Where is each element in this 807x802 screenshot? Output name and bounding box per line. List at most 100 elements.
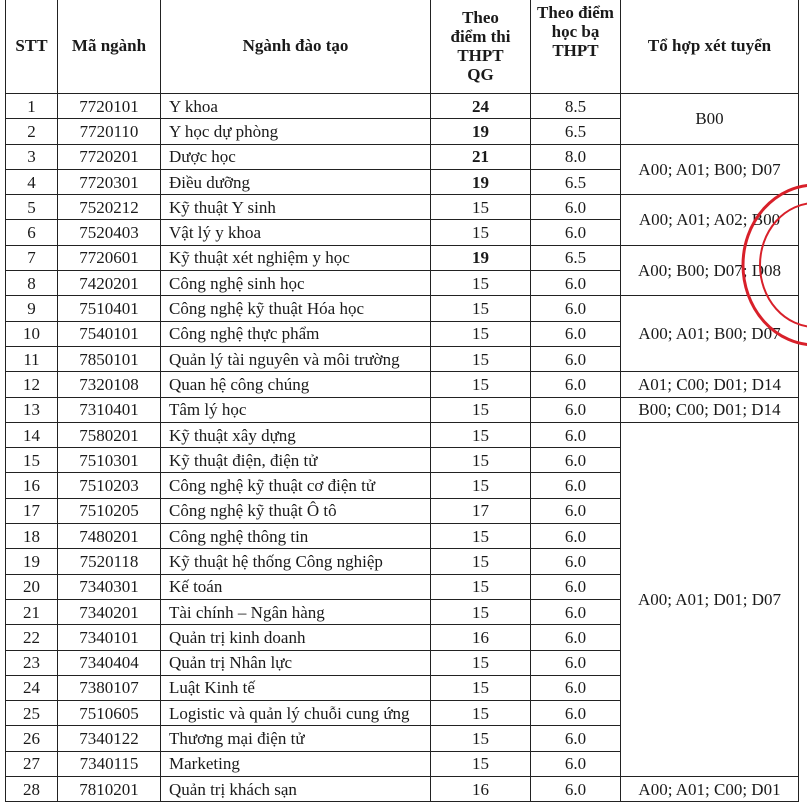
row-combination: A00; B00; D07; D08 xyxy=(620,244,799,297)
row-exam-score: 15 xyxy=(430,219,531,246)
row-combination: A00; A01; B00; D07 xyxy=(620,295,799,373)
row-stt: 14 xyxy=(5,421,58,449)
row-stt: 5 xyxy=(5,194,58,221)
row-major: Kỹ thuật điện, điện tử xyxy=(160,447,431,474)
row-exam-score: 15 xyxy=(430,421,531,449)
row-transcript-score: 6.0 xyxy=(530,371,621,398)
row-transcript-score: 6.0 xyxy=(530,674,621,702)
row-transcript-score: 6.0 xyxy=(530,548,621,575)
row-major: Kế toán xyxy=(160,573,431,600)
row-transcript-score: 6.0 xyxy=(530,497,621,525)
row-code: 7510203 xyxy=(57,472,161,499)
table-row: 18 7480201 Công nghệ thông tin 15 6.0 xyxy=(5,523,799,550)
row-stt: 13 xyxy=(5,396,58,423)
row-major: Logistic và quản lý chuỗi cung ứng xyxy=(160,700,431,727)
table-row: 21 7340201 Tài chính – Ngân hàng 15 6.0 xyxy=(5,598,799,626)
row-exam-score: 21 xyxy=(430,143,531,170)
row-stt: 2 xyxy=(5,118,58,145)
row-code: 7720201 xyxy=(57,143,161,170)
row-major: Công nghệ thực phẩm xyxy=(160,320,431,347)
header-major: Ngành đào tạo xyxy=(160,0,431,94)
row-major: Công nghệ thông tin xyxy=(160,523,431,550)
row-stt: 8 xyxy=(5,270,58,297)
row-code: 7720110 xyxy=(57,118,161,145)
row-transcript-score: 6.0 xyxy=(530,700,621,727)
row-transcript-score: 6.0 xyxy=(530,649,621,676)
row-major: Thương mại điện tử xyxy=(160,725,431,752)
table-row: 24 7380107 Luật Kinh tế 15 6.0 xyxy=(5,674,799,702)
row-code: 7520212 xyxy=(57,194,161,221)
table-body: 1 7720101 Y khoa 24 8.5 B00 2 7720110 Y học dự p… xyxy=(5,92,799,802)
row-major: Điều dưỡng xyxy=(160,168,431,196)
row-code: 7380107 xyxy=(57,674,161,702)
table-row: 12 7320108 Quan hệ công chúng 15 6.0 A01; C00… xyxy=(5,371,799,398)
row-code: 7340404 xyxy=(57,649,161,676)
row-stt: 3 xyxy=(5,143,58,170)
row-code: 7340115 xyxy=(57,750,161,778)
row-exam-score: 15 xyxy=(430,649,531,676)
row-exam-score: 15 xyxy=(430,674,531,702)
row-transcript-score: 6.0 xyxy=(530,447,621,474)
row-major: Quản trị kinh doanh xyxy=(160,624,431,651)
row-combination: B00; C00; D01; D14 xyxy=(620,396,799,423)
row-stt: 21 xyxy=(5,598,58,626)
table-row: 11 7850101 Quản lý tài nguyên và môi trườn… xyxy=(5,345,799,373)
row-stt: 19 xyxy=(5,548,58,575)
row-code: 7520118 xyxy=(57,548,161,575)
row-code: 7340122 xyxy=(57,725,161,752)
row-combination: A00; A01; C00; D01 xyxy=(620,776,799,802)
row-stt: 20 xyxy=(5,573,58,600)
header-row: STT Mã ngành Ngành đào tạo Theo điểm thi… xyxy=(5,0,799,94)
row-stt: 28 xyxy=(5,776,58,802)
table-row: 17 7510205 Công nghệ kỹ thuật Ô tô 17 6.0 xyxy=(5,497,799,525)
row-transcript-score: 6.5 xyxy=(530,244,621,272)
row-transcript-score: 8.5 xyxy=(530,92,621,120)
table-row: 22 7340101 Quản trị kinh doanh 16 6.0 xyxy=(5,624,799,651)
row-code: 7540101 xyxy=(57,320,161,347)
header-combination: Tổ hợp xét tuyển xyxy=(620,0,799,94)
row-stt: 6 xyxy=(5,219,58,246)
row-transcript-score: 6.0 xyxy=(530,776,621,802)
row-major: Quan hệ công chúng xyxy=(160,371,431,398)
row-exam-score: 15 xyxy=(430,523,531,550)
table-row: 27 7340115 Marketing 15 6.0 xyxy=(5,750,799,778)
row-transcript-score: 6.5 xyxy=(530,168,621,196)
row-transcript-score: 6.0 xyxy=(530,750,621,778)
row-major: Dược học xyxy=(160,143,431,170)
row-major: Y khoa xyxy=(160,92,431,120)
row-major: Kỹ thuật Y sinh xyxy=(160,194,431,221)
row-code: 7510401 xyxy=(57,295,161,322)
row-stt: 12 xyxy=(5,371,58,398)
row-code: 7340101 xyxy=(57,624,161,651)
row-exam-score: 15 xyxy=(430,447,531,474)
row-exam-score: 15 xyxy=(430,270,531,297)
row-exam-score: 24 xyxy=(430,92,531,120)
row-combination: A00; A01; D01; D07 xyxy=(620,421,799,778)
row-transcript-score: 6.0 xyxy=(530,472,621,499)
row-exam-score: 16 xyxy=(430,776,531,802)
row-transcript-score: 6.0 xyxy=(530,598,621,626)
row-major: Luật Kinh tế xyxy=(160,674,431,702)
row-exam-score: 15 xyxy=(430,573,531,600)
table-row: 5 7520212 Kỹ thuật Y sinh 15 6.0 A00; A01; A0… xyxy=(5,194,799,246)
table-row: 19 7520118 Kỹ thuật hệ thống Công nghiệp 15… xyxy=(5,548,799,575)
table-row: 9 7510401 Công nghệ kỹ thuật Hóa học 15 6.0 A… xyxy=(5,295,799,373)
row-exam-score: 15 xyxy=(430,750,531,778)
row-major: Công nghệ sinh học xyxy=(160,270,431,297)
table-row: 2 7720110 Y học dự phòng 19 6.5 xyxy=(5,118,799,145)
row-transcript-score: 6.0 xyxy=(530,421,621,449)
row-transcript-score: 6.0 xyxy=(530,219,621,246)
row-stt: 15 xyxy=(5,447,58,474)
table-row: 6 7520403 Vật lý y khoa 15 6.0 xyxy=(5,219,799,246)
row-exam-score: 15 xyxy=(430,598,531,626)
row-exam-score: 15 xyxy=(430,548,531,575)
table-row: 16 7510203 Công nghệ kỹ thuật cơ điện tử 15… xyxy=(5,472,799,499)
row-exam-score: 15 xyxy=(430,700,531,727)
row-transcript-score: 8.0 xyxy=(530,143,621,170)
row-stt: 27 xyxy=(5,750,58,778)
row-major: Quản lý tài nguyên và môi trường xyxy=(160,345,431,373)
row-exam-score: 17 xyxy=(430,497,531,525)
table-row: 13 7310401 Tâm lý học 15 6.0 B00; C00; D01; D… xyxy=(5,396,799,423)
row-stt: 18 xyxy=(5,523,58,550)
row-transcript-score: 6.0 xyxy=(530,573,621,600)
